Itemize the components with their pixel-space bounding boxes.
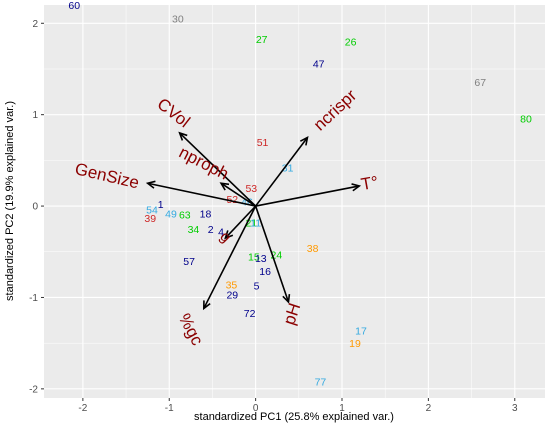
point-label: 52 <box>226 194 238 206</box>
y-tick-label: 1 <box>32 110 38 121</box>
y-tick-label: 0 <box>32 202 38 213</box>
y-tick-label: 2 <box>32 19 38 30</box>
loading-arrow-cvol <box>179 132 257 207</box>
point-label: 80 <box>520 113 532 125</box>
point-label: 67 <box>474 77 486 89</box>
point-label: 57 <box>183 256 195 268</box>
x-tick-label: 3 <box>512 403 518 414</box>
point-label: 77 <box>315 377 327 389</box>
plot-panel <box>44 5 545 398</box>
x-tick-label: 2 <box>426 403 432 414</box>
point-label: 4 <box>218 227 224 239</box>
point-label: 19 <box>349 338 361 350</box>
arrow-head <box>224 230 234 240</box>
point-label: 54 <box>146 205 158 217</box>
point-label: 31 <box>282 163 294 175</box>
loading-arrow-nproph <box>220 182 257 207</box>
point-label: 2 <box>208 224 214 236</box>
x-axis-ticks: -2 -1 0 1 2 3 <box>78 398 518 414</box>
x-tick-label: -1 <box>165 403 174 414</box>
point-label: 30 <box>172 14 184 26</box>
arrow-head <box>299 136 309 146</box>
point-label: 24 <box>271 250 283 262</box>
x-tick-label: 1 <box>339 403 345 414</box>
x-tick-label: -2 <box>78 403 87 414</box>
point-label: 5 <box>254 281 260 293</box>
loading-arrow-t <box>255 185 360 207</box>
point-label: 1 <box>158 199 164 211</box>
y-axis-ticks: -2 -1 0 1 2 <box>29 19 44 395</box>
loading-arrow-gc <box>203 205 257 309</box>
arrow-head <box>219 182 230 191</box>
y-tick-label: -1 <box>29 293 38 304</box>
point-label: 21 <box>245 218 257 230</box>
arrow-head <box>351 183 362 192</box>
point-label: 35 <box>226 280 238 292</box>
loading-arrow-gensize <box>147 182 256 207</box>
point-label: 46 <box>241 197 253 209</box>
point-label: 13 <box>255 253 267 265</box>
point-label: 38 <box>307 243 319 255</box>
point-label: 47 <box>313 58 325 70</box>
x-axis-title: standardized PC1 (25.8% explained var.) <box>194 411 394 423</box>
loading-arrows <box>145 131 362 311</box>
point-label: 17 <box>355 325 367 337</box>
point-label: 26 <box>345 37 357 49</box>
point-label: 51 <box>257 137 269 149</box>
grid-minor <box>44 5 545 398</box>
point-label: 27 <box>256 34 268 46</box>
point-label: 29 <box>226 290 238 302</box>
grid-major <box>44 5 545 398</box>
x-tick-label: 0 <box>253 403 259 414</box>
point-label: 49 <box>165 208 177 220</box>
point-label: 16 <box>259 266 271 278</box>
arrow-head <box>202 300 211 311</box>
point-label: 34 <box>188 224 200 236</box>
loading-label-t: T° <box>360 172 380 194</box>
point-label: 60 <box>68 0 80 12</box>
y-axis-title: standardized PC2 (19.9% explained var.) <box>4 101 16 301</box>
arrow-head <box>145 180 156 189</box>
point-label: 53 <box>245 183 257 195</box>
arrow-head <box>282 293 291 304</box>
point-label: 39 <box>144 213 156 225</box>
point-label: 63 <box>179 209 191 221</box>
loading-arrow-ph <box>254 205 290 303</box>
point-label: 11 <box>250 218 261 230</box>
point-label: 15 <box>248 251 260 263</box>
loading-arrow-ncrispr <box>254 137 309 207</box>
y-tick-label: -2 <box>29 384 38 395</box>
loading-arrow-g <box>224 205 257 239</box>
point-label: 18 <box>200 208 212 220</box>
arrow-head <box>178 131 188 141</box>
point-label: 72 <box>244 308 256 320</box>
